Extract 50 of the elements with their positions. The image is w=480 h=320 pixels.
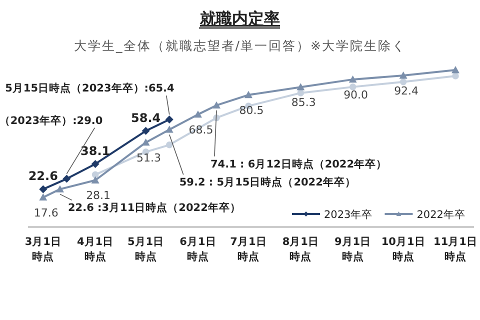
- data-label: 92.4: [394, 84, 419, 98]
- data-label: 22.6: [28, 169, 58, 184]
- annotation: 5月15日時点（2023年卒）:65.4: [5, 82, 174, 95]
- chart-subtitle: 大学生_全体（就職志望者/単一回答）※大学院生除く: [74, 38, 406, 53]
- data-label: 80.5: [239, 104, 264, 117]
- data-label: 68.5: [188, 123, 214, 136]
- x-tick-label: 10月1日時点: [381, 236, 426, 263]
- data-label: 38.1: [80, 144, 110, 158]
- data-label: 28.1: [86, 189, 111, 202]
- point: [56, 185, 64, 192]
- x-tick-label: 7月1日時点: [230, 236, 267, 263]
- point: [296, 83, 305, 90]
- point: [212, 101, 220, 109]
- point: [39, 193, 48, 201]
- point: [399, 72, 408, 79]
- annotation: 22.6 :3月11日時点（2022年卒）: [68, 201, 241, 214]
- point: [400, 78, 407, 86]
- point: [142, 126, 150, 135]
- point: [165, 126, 174, 133]
- point: [348, 75, 357, 83]
- point: [91, 176, 100, 184]
- point: [92, 171, 99, 178]
- x-tick-label: 9月1日時点: [334, 236, 372, 263]
- point: [91, 160, 100, 168]
- annotation: 59.2 : 5月15日時点（2022年卒）: [179, 176, 356, 189]
- x-tick-label: 4月1日時点: [77, 236, 114, 263]
- point: [166, 142, 173, 148]
- x-tick-label: 6月1日時点: [180, 236, 216, 263]
- data-label: 85.3: [291, 96, 316, 110]
- point: [165, 116, 174, 124]
- annotation: （2023年卒）:29.0: [0, 114, 103, 127]
- x-tick-label: 5月1日時点: [128, 236, 164, 263]
- point: [62, 174, 71, 183]
- x-tick-label: 11月1日時点: [434, 236, 478, 263]
- point: [244, 90, 252, 98]
- chart-title: 就職内定率: [199, 9, 280, 28]
- data-label: 90.0: [344, 88, 368, 102]
- x-tick-label: 8月1日時点: [282, 236, 319, 263]
- legend-label: 2023年卒: [324, 208, 373, 221]
- point: [194, 110, 202, 118]
- x-tick-label: 3月1日時点: [24, 236, 62, 263]
- point: [451, 66, 460, 74]
- data-label: 58.4: [131, 110, 161, 125]
- data-label: 17.6: [34, 206, 58, 220]
- annotation: 74.1 : 6月12日時点（2022年卒）: [210, 157, 388, 170]
- data-label: 51.3: [136, 151, 162, 164]
- point: [452, 72, 459, 80]
- point: [39, 185, 48, 194]
- legend-label: 2022年卒: [416, 208, 466, 221]
- point: [349, 84, 356, 90]
